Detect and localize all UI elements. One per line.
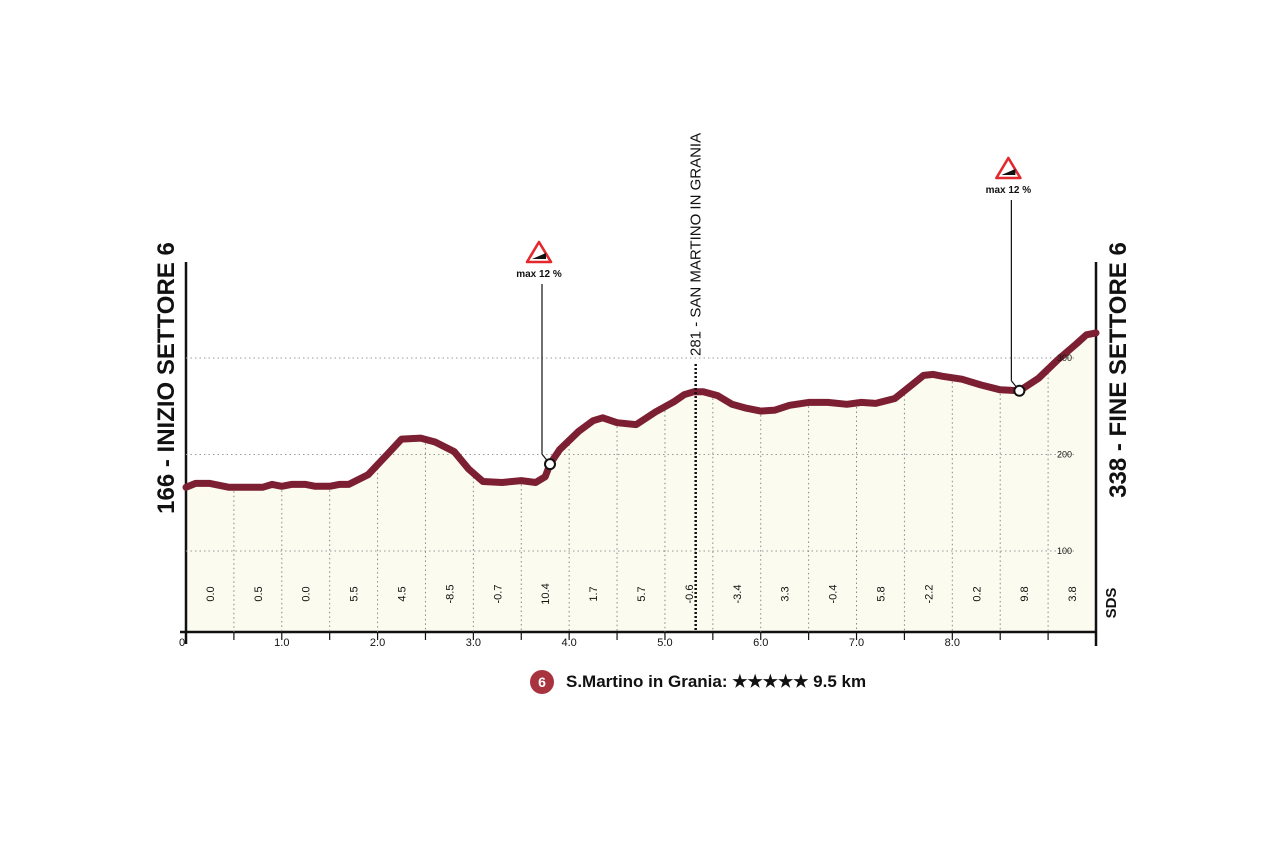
segment-gradient-label: 0.0 [205,586,217,601]
slope-glyph-icon [1001,169,1016,175]
elevation-tick-label: 100 [1057,546,1072,556]
km-tick-label: 0 [179,637,185,649]
gradient-max-label: max 12 % [986,185,1032,196]
km-tick-label: 8.0 [945,637,960,649]
segment-gradient-label: -0.4 [828,585,840,604]
end-label: 338 - FINE SETTORE 6 [1105,242,1132,498]
segment-gradient-label: 9.8 [1019,586,1031,601]
segment-gradient-label: 4.5 [397,586,409,601]
segment-gradient-label: -2.2 [923,585,935,604]
km-tick-label: 6.0 [753,637,768,649]
start-label: 166 - INIZIO SETTORE 6 [153,242,180,514]
segment-gradient-label: -3.4 [732,585,744,604]
sector-number-badge: 6 [530,670,554,694]
segment-gradient-label: 5.8 [875,586,887,601]
waypoint-label: 281 - SAN MARTINO IN GRANIA [688,133,705,356]
segment-gradient-label: 1.7 [588,586,600,601]
gradient-max-label: max 12 % [516,269,562,280]
km-tick-label: 7.0 [849,637,864,649]
profile-line [182,329,1100,491]
segment-gradient-label: 5.5 [349,586,361,601]
segment-gradient-label: 5.7 [636,586,648,601]
gradient-marker-dot [544,458,556,471]
segment-gradient-label: 10.4 [540,583,552,604]
segment-gradient-label: 3.3 [780,586,792,601]
elevation-tick-label: 300 [1057,353,1072,363]
segment-gradient-label: 0.5 [253,586,265,601]
sector-caption: 6 S.Martino in Grania: ★★★★★ 9.5 km [530,668,866,696]
km-tick-label: 5.0 [657,637,672,649]
slope-glyph-icon [532,253,546,259]
km-tick-label: 1.0 [274,637,289,649]
km-tick-label: 2.0 [370,637,385,649]
km-tick-label: 4.0 [562,637,577,649]
segment-gradient-label: -0.6 [684,585,696,604]
segment-gradient-label: -8.5 [444,585,456,604]
segment-gradient-label: 0.2 [971,586,983,601]
gradient-marker-dot [1013,384,1026,397]
km-tick-label: 3.0 [466,637,481,649]
segment-gradient-label: 3.8 [1067,586,1079,601]
profile-area-fill [186,332,1096,632]
segment-gradient-label: -0.7 [492,585,504,604]
elevation-tick-label: 200 [1057,450,1072,460]
segment-gradient-label: 0.0 [301,586,313,601]
sector-caption-text: S.Martino in Grania: ★★★★★ 9.5 km [566,672,867,691]
sds-logo: SDS [1103,588,1120,619]
